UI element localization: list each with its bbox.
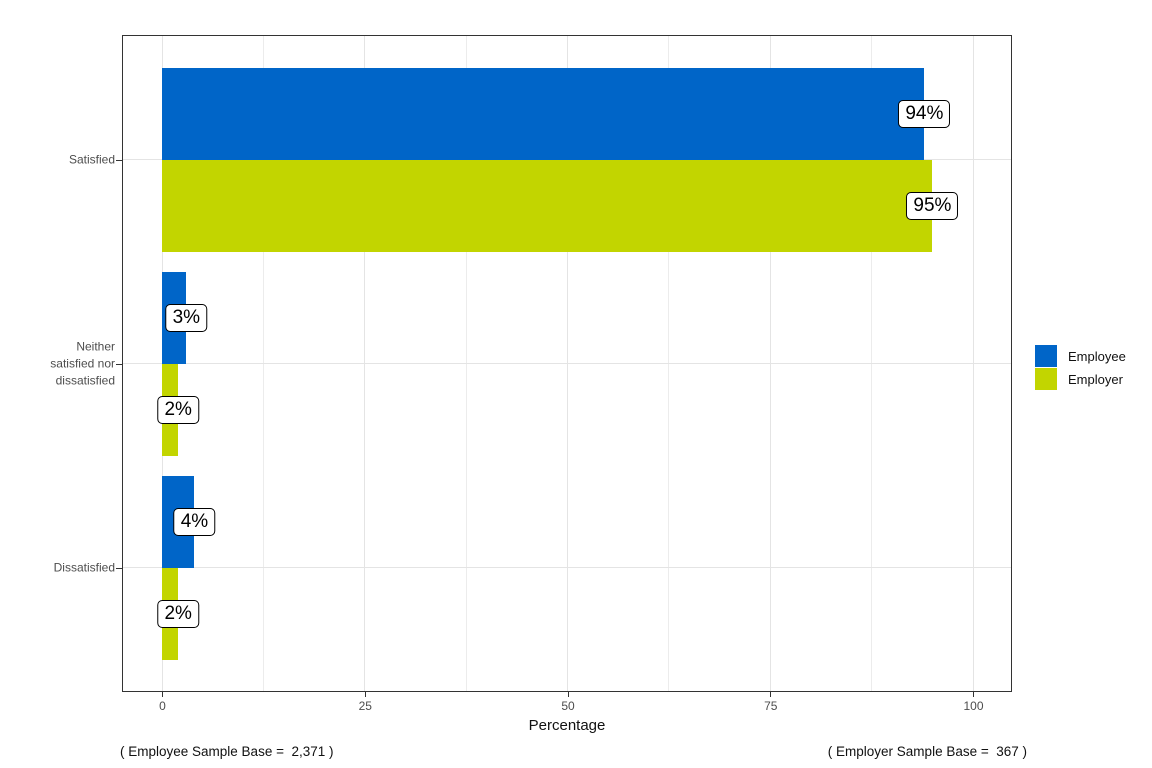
x-tick-label-100: 100 bbox=[963, 699, 984, 713]
bar-label-employer-satisfied: 95% bbox=[906, 191, 959, 220]
legend-label-employer: Employer bbox=[1068, 371, 1123, 387]
plot-panel: 94% 3% 4% 95% 2% 2% bbox=[122, 35, 1012, 692]
bar-label-employer-dissatisfied: 2% bbox=[157, 599, 199, 628]
bar-label-employee-satisfied: 94% bbox=[898, 99, 951, 128]
y-axis-label-satisfied: Satisfied bbox=[68, 152, 115, 167]
x-tick-75 bbox=[770, 692, 772, 697]
bar-employee-satisfied bbox=[162, 67, 925, 160]
x-tick-50 bbox=[567, 692, 569, 697]
x-tick-label-50: 50 bbox=[561, 699, 575, 713]
x-tick-0 bbox=[162, 692, 163, 697]
bar-label-employer-neither-satisfied-nor-dissatisfied: 2% bbox=[157, 395, 199, 424]
legend: Employee Employer bbox=[1035, 345, 1126, 390]
x-tick-label-25: 25 bbox=[358, 699, 372, 713]
y-axis-label-dissatisfied: Dissatisfied bbox=[53, 560, 115, 575]
x-tick-label-0: 0 bbox=[159, 699, 166, 713]
gridline-y-dissatisfied bbox=[123, 567, 1011, 568]
x-axis-title: Percentage bbox=[528, 717, 606, 734]
footnote-employer-sample-base: ( Employer Sample Base = 367 ) bbox=[827, 744, 1027, 759]
x-tick-100 bbox=[973, 692, 974, 697]
y-tick-satisfied bbox=[116, 159, 122, 161]
bar-label-employee-dissatisfied: 4% bbox=[173, 507, 216, 536]
x-tick-label-75: 75 bbox=[764, 699, 778, 713]
footnote-employee-sample-base: ( Employee Sample Base = 2,371 ) bbox=[120, 744, 334, 759]
legend-item-employer: Employer bbox=[1035, 368, 1126, 390]
x-tick-25 bbox=[364, 692, 366, 697]
legend-item-employee: Employee bbox=[1035, 345, 1126, 367]
y-tick-neither-satisfied-nor-dissatisfied bbox=[116, 363, 122, 365]
legend-swatch-employer bbox=[1035, 368, 1057, 390]
bar-employer-satisfied bbox=[162, 159, 933, 252]
legend-label-employee: Employee bbox=[1068, 348, 1126, 364]
bar-label-employee-neither-satisfied-nor-dissatisfied: 3% bbox=[165, 303, 208, 332]
y-axis-label-neither-satisfied-nor-dissatisfied: Neither satisfied nor dissatisfied bbox=[50, 339, 115, 388]
legend-swatch-employee bbox=[1035, 345, 1057, 367]
y-tick-dissatisfied bbox=[116, 567, 122, 569]
gridline-y-neither-satisfied-nor-dissatisfied bbox=[123, 363, 1011, 364]
